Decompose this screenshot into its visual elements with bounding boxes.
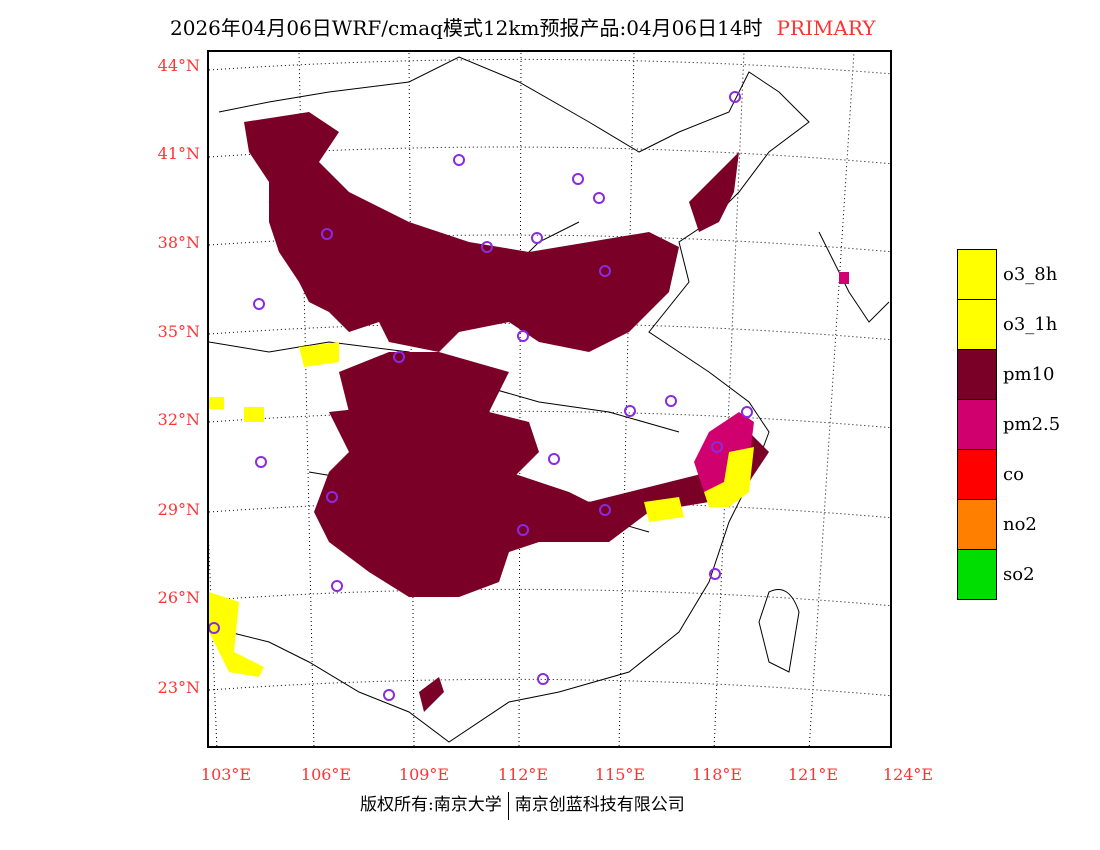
lon-label: 121°E <box>787 765 839 784</box>
copyright-company: 南京创蓝科技有限公司 <box>514 795 685 815</box>
legend-swatch <box>957 299 997 349</box>
legend-label: pm10 <box>1003 363 1055 385</box>
divider <box>507 791 509 820</box>
legend-item-pm10: pm10 <box>957 349 1060 399</box>
lon-label: 109°E <box>398 765 450 784</box>
lat-label: 32°N <box>157 410 200 429</box>
legend: o3_8h o3_1h pm10 pm2.5 co no2 so2 <box>957 249 1060 600</box>
legend-item-so2: so2 <box>957 548 1060 600</box>
legend-swatch <box>957 449 997 499</box>
o3-areas <box>209 342 754 677</box>
pm25-areas <box>694 272 849 492</box>
legend-label: o3_1h <box>1003 313 1058 335</box>
legend-item-no2: no2 <box>957 499 1060 549</box>
legend-swatch <box>957 249 997 299</box>
copyright-footer: 版权所有:南京大学 南京创蓝科技有限公司 <box>360 790 685 820</box>
lat-label: 29°N <box>157 500 200 519</box>
city-markers <box>209 91 753 701</box>
lat-label: 41°N <box>157 144 200 163</box>
legend-item-o3-1h: o3_1h <box>957 299 1060 349</box>
lon-label: 118°E <box>691 765 743 784</box>
legend-swatch <box>957 548 997 600</box>
map-canvas <box>209 52 890 746</box>
lat-label: 38°N <box>157 233 200 252</box>
lat-label: 35°N <box>157 322 200 341</box>
legend-swatch <box>957 399 997 449</box>
legend-label: so2 <box>1003 563 1035 585</box>
lon-label: 106°E <box>300 765 352 784</box>
lon-label: 103°E <box>200 765 252 784</box>
legend-item-co: co <box>957 449 1060 499</box>
lon-label: 115°E <box>594 765 646 784</box>
legend-swatch <box>957 499 997 549</box>
lon-label: 112°E <box>497 765 549 784</box>
lat-label: 44°N <box>157 56 200 75</box>
title-text: 2026年04月06日WRF/cmaq模式12km预报产品:04月06日14时 <box>170 16 763 40</box>
lat-label: 23°N <box>157 678 200 697</box>
map-title: 2026年04月06日WRF/cmaq模式12km预报产品:04月06日14时 P… <box>170 12 876 41</box>
legend-item-o3-8h: o3_8h <box>957 249 1060 299</box>
lon-label: 124°E <box>882 765 934 784</box>
primary-tag: PRIMARY <box>776 16 876 40</box>
legend-label: co <box>1003 463 1024 485</box>
lat-label: 26°N <box>157 588 200 607</box>
copyright-owner: 版权所有:南京大学 <box>360 795 502 815</box>
legend-label: no2 <box>1003 513 1037 535</box>
map-area <box>207 50 892 748</box>
pm10-areas <box>244 112 769 712</box>
legend-label: pm2.5 <box>1003 413 1061 435</box>
legend-item-pm25: pm2.5 <box>957 399 1060 449</box>
legend-label: o3_8h <box>1003 263 1058 285</box>
legend-swatch <box>957 349 997 399</box>
